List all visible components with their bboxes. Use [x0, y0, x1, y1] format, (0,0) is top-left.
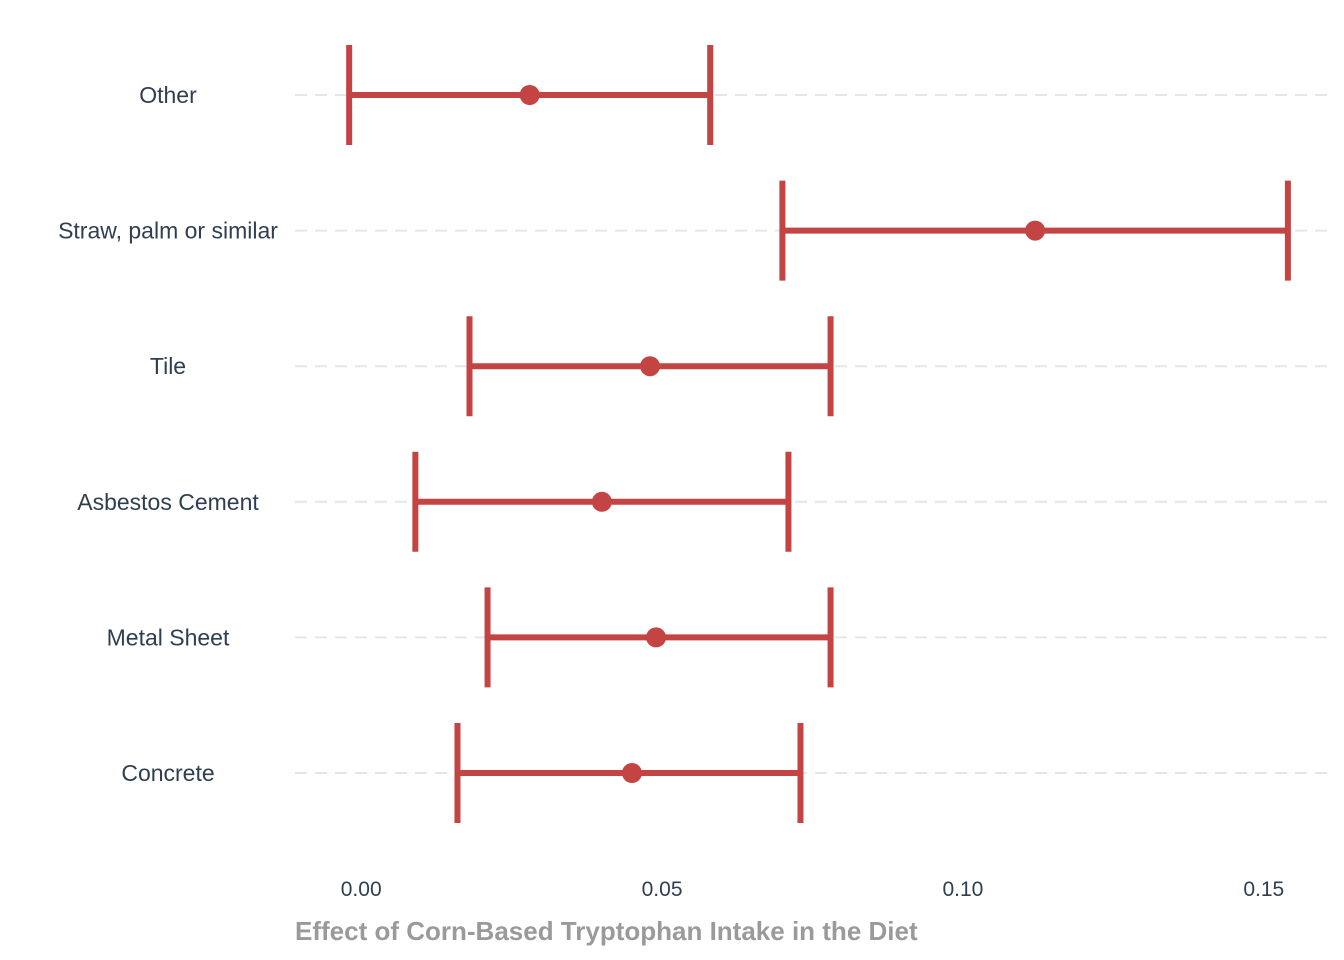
category-label: Other — [139, 82, 197, 108]
grid-layer — [295, 94, 1330, 774]
estimate-point — [591, 491, 612, 512]
category-label: Straw, palm or similar — [58, 218, 278, 244]
category-labels: Other Straw, palm or similar Tile Asbestos … — [58, 82, 278, 786]
category-label: Asbestos Cement — [77, 489, 259, 515]
estimate-point — [621, 763, 642, 783]
x-tick-label: 0.00 — [341, 878, 382, 901]
estimate-point — [519, 85, 540, 105]
category-label: Concrete — [121, 760, 214, 786]
estimate-point — [640, 356, 661, 377]
x-tick-label: 0.05 — [642, 878, 683, 901]
estimate-point — [1025, 220, 1046, 241]
category-label: Tile — [150, 353, 186, 379]
error-bars — [346, 45, 1291, 823]
estimate-point — [646, 627, 667, 648]
point-estimates — [519, 85, 1046, 783]
x-axis-title: Effect of Corn-Based Tryptophan Intake i… — [295, 916, 918, 946]
category-label: Metal Sheet — [107, 624, 230, 650]
x-tick-label: 0.10 — [942, 878, 983, 901]
x-axis-ticks: 0.00 0.05 0.10 0.15 — [341, 878, 1284, 901]
x-tick-label: 0.15 — [1243, 878, 1284, 901]
